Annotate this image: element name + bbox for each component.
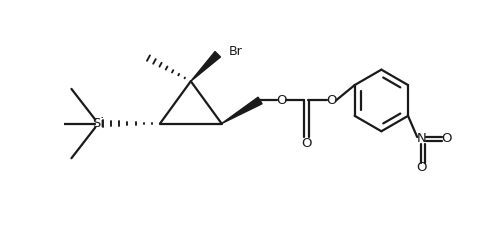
Text: O: O	[276, 94, 286, 107]
Text: Br: Br	[228, 45, 242, 58]
Text: Si: Si	[92, 117, 104, 130]
Text: O: O	[326, 94, 336, 107]
Polygon shape	[191, 51, 220, 81]
Polygon shape	[222, 97, 262, 124]
Text: N: N	[417, 132, 426, 146]
Text: O: O	[416, 161, 427, 174]
Text: O: O	[301, 137, 312, 150]
Text: O: O	[442, 132, 452, 146]
